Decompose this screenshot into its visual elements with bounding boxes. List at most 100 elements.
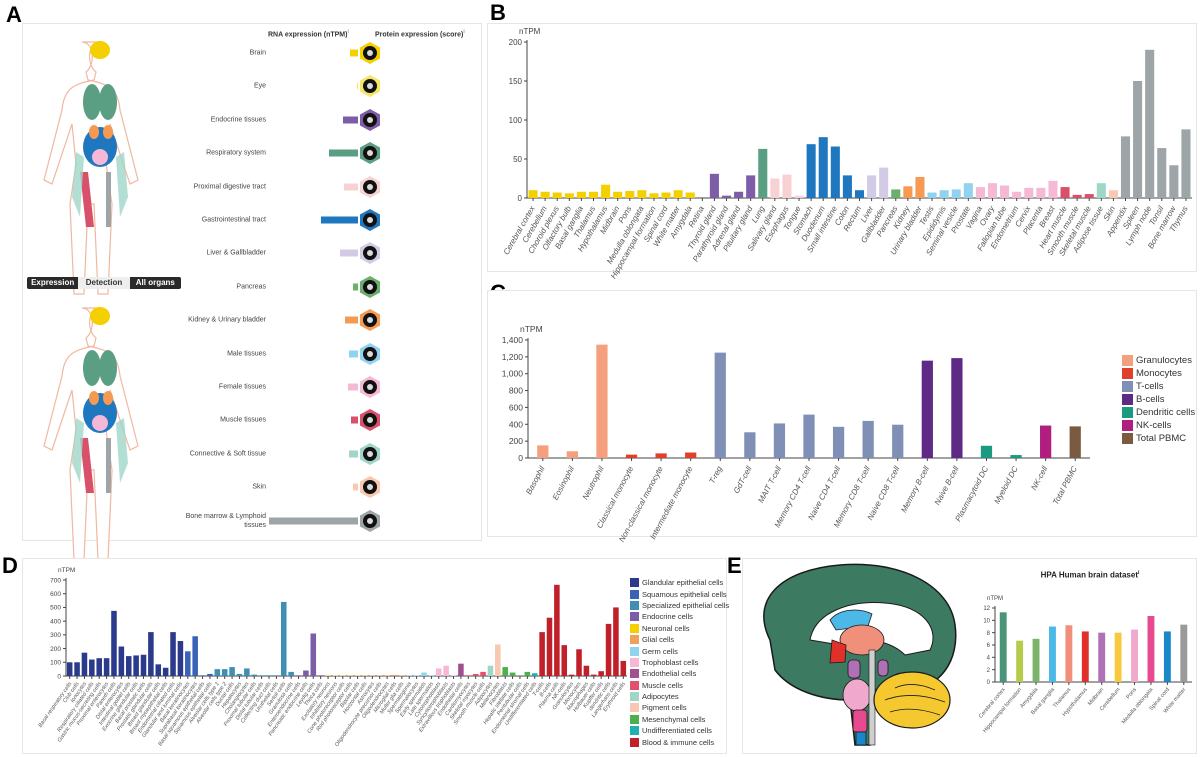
bar[interactable] [818, 137, 828, 198]
bar[interactable] [714, 352, 726, 458]
bar[interactable] [1016, 640, 1024, 682]
bar[interactable] [162, 667, 169, 676]
bar[interactable] [540, 191, 550, 198]
bar[interactable] [221, 669, 228, 676]
legend-item[interactable]: Undifferentiated cells [630, 725, 729, 736]
bar[interactable] [561, 645, 568, 676]
bar[interactable] [1065, 625, 1073, 682]
bar[interactable] [613, 191, 623, 198]
bar[interactable] [1000, 185, 1010, 198]
tissue-row[interactable]: Proximal digestive tract [180, 172, 480, 202]
legend-item[interactable]: Monocytes [1122, 367, 1195, 380]
bar[interactable] [1098, 632, 1106, 682]
legend-item[interactable]: Muscle cells [630, 680, 729, 691]
bar[interactable] [588, 191, 599, 198]
bar[interactable] [709, 173, 719, 198]
legend-item[interactable]: Dendritic cells [1122, 406, 1195, 419]
legend-item[interactable]: Neuronal cells [630, 623, 729, 634]
bar[interactable] [685, 192, 695, 198]
bar[interactable] [721, 195, 732, 198]
bar[interactable] [1114, 632, 1122, 682]
bar[interactable] [1012, 191, 1022, 198]
tissue-row[interactable]: Pancreas [180, 272, 480, 302]
bar[interactable] [1157, 148, 1167, 198]
bar[interactable] [528, 190, 538, 198]
bar[interactable] [295, 675, 302, 676]
bar[interactable] [1181, 129, 1191, 198]
bar[interactable] [832, 426, 845, 458]
bar[interactable] [655, 453, 667, 458]
legend-item[interactable]: Granulocytes [1122, 354, 1195, 367]
info-icon[interactable]: i [1137, 570, 1140, 576]
bar[interactable] [140, 654, 147, 676]
bar[interactable] [601, 184, 611, 198]
bar[interactable] [939, 190, 949, 198]
bar[interactable] [598, 671, 604, 676]
bar[interactable] [803, 414, 815, 458]
bar[interactable] [251, 674, 257, 676]
bar[interactable] [192, 636, 198, 676]
bar[interactable] [531, 673, 538, 676]
bar[interactable] [74, 662, 80, 676]
bar[interactable] [734, 191, 744, 198]
bar[interactable] [1081, 631, 1089, 682]
bar[interactable] [546, 617, 553, 676]
bar[interactable] [1069, 426, 1081, 458]
bar[interactable] [288, 671, 294, 676]
bar[interactable] [625, 454, 638, 458]
bar[interactable] [170, 632, 176, 676]
bar[interactable] [661, 192, 671, 198]
bar[interactable] [794, 195, 804, 198]
bar[interactable] [539, 632, 545, 676]
legend-item[interactable]: B-cells [1122, 393, 1195, 406]
tissue-row[interactable]: Kidney & Urinary bladder [180, 305, 480, 335]
legend-item[interactable]: Adipocytes [630, 691, 729, 702]
bar[interactable] [975, 187, 985, 198]
bar[interactable] [472, 673, 479, 676]
bar[interactable] [554, 584, 560, 676]
bar[interactable] [951, 189, 961, 198]
bar[interactable] [576, 649, 582, 676]
bar[interactable] [854, 190, 865, 198]
bar[interactable] [428, 675, 435, 676]
bar[interactable] [155, 664, 162, 676]
bar[interactable] [1010, 455, 1022, 458]
tissue-row[interactable]: Eye [180, 71, 480, 101]
bar[interactable] [649, 193, 659, 198]
bar[interactable] [1048, 180, 1058, 198]
bar[interactable] [637, 190, 647, 198]
bar[interactable] [605, 623, 612, 676]
bar[interactable] [963, 183, 973, 198]
bar[interactable] [207, 673, 213, 676]
tissue-row[interactable]: Female tissues [180, 372, 480, 402]
bar[interactable] [1072, 194, 1082, 198]
bar[interactable] [495, 644, 501, 676]
bar[interactable] [625, 190, 635, 198]
bar[interactable] [782, 174, 792, 198]
legend-item[interactable]: Glial cells [630, 634, 729, 645]
bar[interactable] [1180, 624, 1188, 682]
bar[interactable] [927, 192, 937, 198]
bar[interactable] [1131, 629, 1138, 682]
bar[interactable] [465, 675, 472, 676]
bar[interactable] [892, 424, 904, 458]
legend-item[interactable]: Specialized epithelial cells [630, 600, 729, 611]
tissue-row[interactable]: Respiratory system [180, 138, 480, 168]
tissue-row[interactable]: Bone marrow & Lymphoid tissues [180, 506, 480, 536]
bar[interactable] [450, 675, 457, 676]
bar[interactable] [613, 607, 619, 676]
bar[interactable] [591, 674, 597, 676]
bar[interactable] [258, 675, 265, 676]
bar[interactable] [66, 662, 73, 676]
bar[interactable] [89, 659, 95, 676]
legend-item[interactable]: Blood & immune cells [630, 736, 729, 747]
tissue-row[interactable]: Male tissues [180, 339, 480, 369]
bar[interactable] [987, 183, 998, 198]
bar[interactable] [177, 641, 184, 676]
bar[interactable] [436, 668, 442, 676]
bar[interactable] [280, 601, 287, 676]
bar[interactable] [921, 360, 933, 458]
bar[interactable] [537, 445, 549, 458]
bar[interactable] [509, 672, 516, 676]
bar[interactable] [1036, 187, 1046, 198]
